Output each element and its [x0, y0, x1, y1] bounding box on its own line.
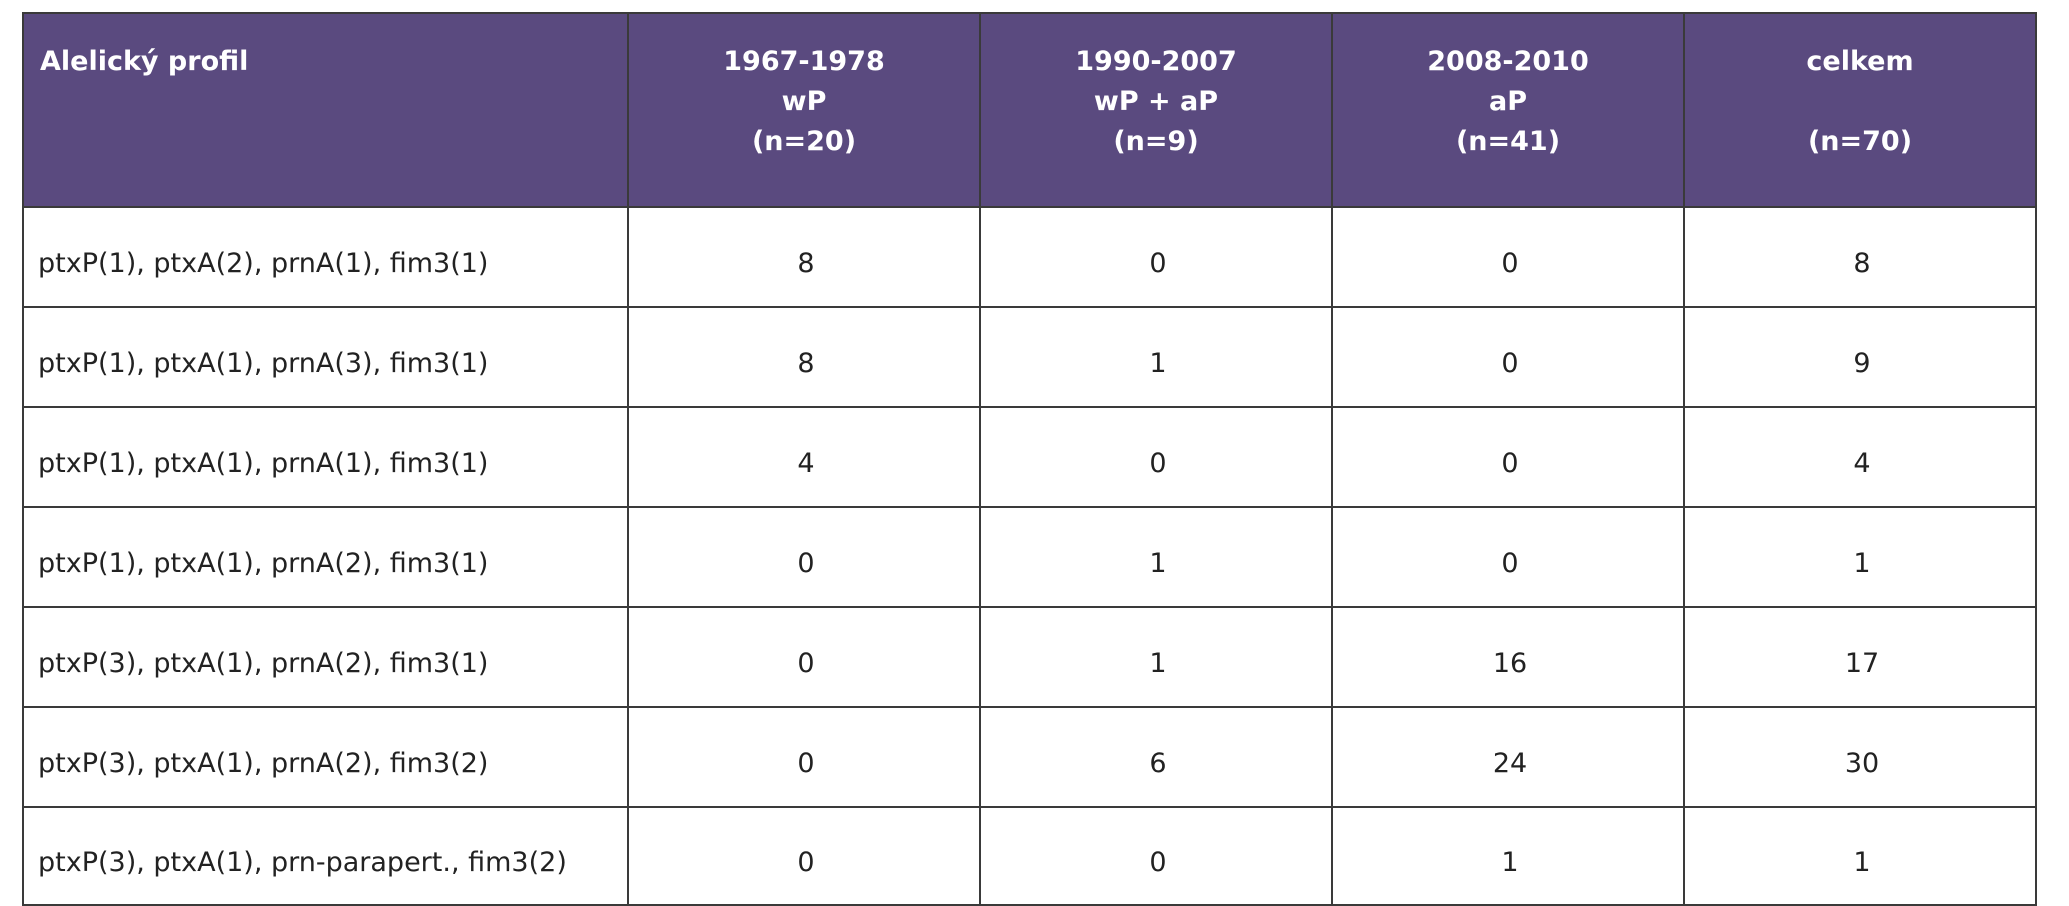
count-total-cell: 9 [1683, 306, 2037, 408]
allelic-profile-cell: ptxP(1), ptxA(1), prnA(1), fim3(1) [22, 406, 629, 508]
header-line: 1967-1978 [723, 46, 885, 77]
count-1967-1978-cell: 4 [627, 406, 981, 508]
table-row: ptxP(1), ptxA(2), prnA(1), fim3(1) 8 0 0… [22, 206, 2037, 308]
header-line: 2008-2010 [1427, 46, 1589, 77]
header-line: (n=70) [1807, 126, 1913, 157]
allelic-profile-cell: ptxP(1), ptxA(1), prnA(3), fim3(1) [22, 306, 629, 408]
allelic-profile-cell: ptxP(1), ptxA(1), prnA(2), fim3(1) [22, 506, 629, 608]
table-row: ptxP(1), ptxA(1), prnA(2), fim3(1) 0 1 0… [22, 506, 2037, 608]
table-row: ptxP(1), ptxA(1), prnA(1), fim3(1) 4 0 0… [22, 406, 2037, 508]
table-row: ptxP(3), ptxA(1), prnA(2), fim3(1) 0 1 1… [22, 606, 2037, 708]
count-2008-2010-cell: 0 [1331, 506, 1685, 608]
count-2008-2010-cell: 0 [1331, 406, 1685, 508]
table-row: ptxP(3), ptxA(1), prn-parapert., fim3(2)… [22, 806, 2037, 906]
table-row: ptxP(1), ptxA(1), prnA(3), fim3(1) 8 1 0… [22, 306, 2037, 408]
header-total: celkem (n=70) [1683, 12, 2037, 208]
count-2008-2010-cell: 24 [1331, 706, 1685, 808]
header-allelic-profile: Alelický profil [22, 12, 629, 208]
allelic-profile-cell: ptxP(3), ptxA(1), prnA(2), fim3(1) [22, 606, 629, 708]
count-total-cell: 1 [1683, 806, 2037, 906]
header-row: Alelický profil 1967-1978 wP (n=20) 1990… [22, 12, 2037, 208]
header-2008-2010: 2008-2010 aP (n=41) [1331, 12, 1685, 208]
count-total-cell: 30 [1683, 706, 2037, 808]
count-1967-1978-cell: 8 [627, 306, 981, 408]
header-1990-2007: 1990-2007 wP + aP (n=9) [979, 12, 1333, 208]
allelic-profile-cell: ptxP(3), ptxA(1), prn-parapert., fim3(2) [22, 806, 629, 906]
count-2008-2010-cell: 0 [1331, 206, 1685, 308]
count-1967-1978-cell: 8 [627, 206, 981, 308]
count-1967-1978-cell: 0 [627, 606, 981, 708]
header-line [1697, 82, 2023, 122]
count-total-cell: 17 [1683, 606, 2037, 708]
count-total-cell: 1 [1683, 506, 2037, 608]
allelic-profile-cell: ptxP(3), ptxA(1), prnA(2), fim3(2) [22, 706, 629, 808]
count-1990-2007-cell: 1 [979, 606, 1333, 708]
count-1990-2007-cell: 0 [979, 206, 1333, 308]
header-line: Alelický profil [40, 46, 249, 77]
header-line: aP [1488, 86, 1527, 117]
count-1990-2007-cell: 0 [979, 806, 1333, 906]
header-line: wP [781, 86, 827, 117]
count-2008-2010-cell: 1 [1331, 806, 1685, 906]
header-1967-1978: 1967-1978 wP (n=20) [627, 12, 981, 208]
header-line: (n=41) [1455, 126, 1561, 157]
count-1990-2007-cell: 6 [979, 706, 1333, 808]
count-1967-1978-cell: 0 [627, 506, 981, 608]
count-total-cell: 8 [1683, 206, 2037, 308]
header-line: (n=20) [751, 126, 857, 157]
count-1990-2007-cell: 1 [979, 506, 1333, 608]
header-line: wP + aP [1093, 86, 1219, 117]
count-total-cell: 4 [1683, 406, 2037, 508]
header-line: celkem [1806, 46, 1914, 77]
count-1990-2007-cell: 1 [979, 306, 1333, 408]
table-container: Alelický profil 1967-1978 wP (n=20) 1990… [22, 12, 2037, 906]
header-line: (n=9) [1113, 126, 1199, 157]
count-2008-2010-cell: 0 [1331, 306, 1685, 408]
header-line: 1990-2007 [1075, 46, 1237, 77]
count-1967-1978-cell: 0 [627, 706, 981, 808]
table-row: ptxP(3), ptxA(1), prnA(2), fim3(2) 0 6 2… [22, 706, 2037, 808]
count-2008-2010-cell: 16 [1331, 606, 1685, 708]
allelic-profile-cell: ptxP(1), ptxA(2), prnA(1), fim3(1) [22, 206, 629, 308]
count-1967-1978-cell: 0 [627, 806, 981, 906]
allelic-profile-table: Alelický profil 1967-1978 wP (n=20) 1990… [22, 12, 2037, 906]
count-1990-2007-cell: 0 [979, 406, 1333, 508]
